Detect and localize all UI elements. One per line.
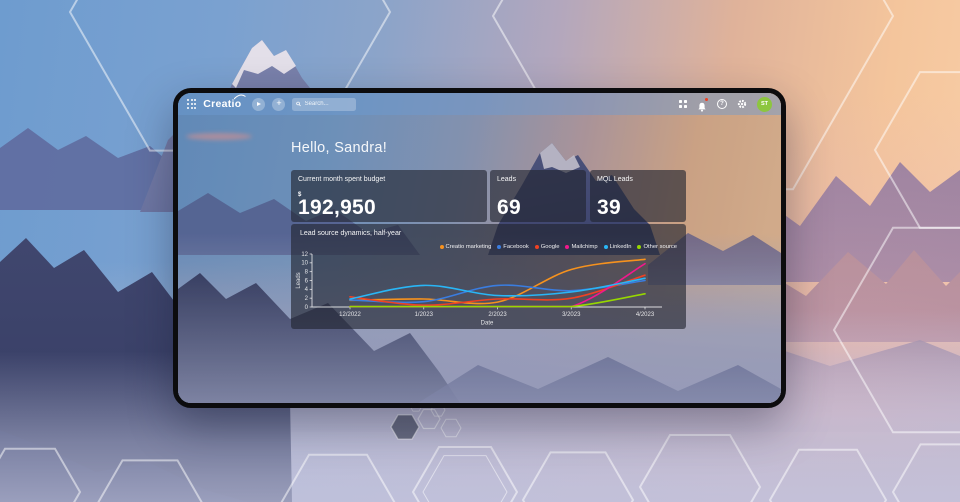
legend-label: Mailchimp	[571, 244, 598, 250]
workplaces-icon[interactable]	[679, 100, 687, 108]
kpi-card-leads[interactable]: Leads 69	[490, 170, 586, 222]
add-button[interactable]: +	[272, 97, 286, 111]
app-window-content: Creatio +	[178, 93, 781, 403]
top-bar-right: ? ST	[679, 96, 772, 112]
legend-label: Other source	[643, 244, 677, 250]
settings-gear-icon[interactable]	[737, 99, 747, 109]
svg-text:12: 12	[301, 252, 308, 258]
app-menu-icon[interactable]	[187, 99, 197, 109]
bell-icon	[698, 102, 706, 112]
kpi-value: 69	[497, 196, 521, 219]
user-avatar[interactable]: ST	[757, 96, 772, 112]
legend-dot	[637, 245, 642, 249]
legend-dot	[439, 245, 444, 249]
legend-item[interactable]: LinkedIn	[603, 244, 632, 250]
lead-source-chart-card[interactable]: Lead source dynamics, half-year Creatio …	[291, 224, 686, 329]
svg-text:Leads: Leads	[296, 272, 302, 288]
run-process-button[interactable]	[252, 97, 266, 111]
plus-icon: +	[276, 98, 282, 108]
svg-text:2: 2	[305, 296, 309, 302]
help-button[interactable]: ?	[717, 99, 727, 109]
legend-dot	[565, 245, 570, 249]
top-bar-left: Creatio +	[187, 94, 357, 111]
svg-text:0: 0	[305, 305, 309, 311]
svg-text:8: 8	[305, 270, 309, 276]
legend-label: Creatio marketing	[445, 244, 492, 250]
question-icon: ?	[720, 101, 724, 107]
chart-title: Lead source dynamics, half-year	[300, 230, 402, 237]
svg-text:4: 4	[305, 287, 309, 293]
legend-item[interactable]: Creatio marketing	[439, 244, 492, 250]
legend-item[interactable]: Other source	[637, 244, 677, 250]
svg-text:2/2023: 2/2023	[488, 312, 507, 318]
kpi-card-mql-leads[interactable]: MQL Leads 39	[590, 170, 686, 222]
global-search[interactable]	[292, 97, 357, 111]
kpi-label: MQL Leads	[597, 176, 633, 183]
notifications-button[interactable]	[697, 98, 708, 112]
legend-item[interactable]: Mailchimp	[565, 244, 598, 250]
page-title-greeting: Hello, Sandra!	[291, 140, 388, 156]
kpi-card-budget[interactable]: Current month spent budget $ 192,950	[291, 170, 487, 222]
avatar-initials: ST	[760, 101, 769, 107]
kpi-cards-row: Current month spent budget $ 192,950 Lea…	[291, 170, 686, 222]
svg-text:6: 6	[305, 278, 309, 284]
play-icon	[257, 102, 262, 106]
kpi-currency: $	[298, 192, 302, 198]
chart-legend: Creatio marketing Facebook Google Mailchimp…	[439, 244, 677, 250]
legend-label: Google	[540, 244, 560, 250]
legend-item[interactable]: Google	[534, 244, 560, 250]
kpi-label: Leads	[497, 176, 517, 183]
legend-dot	[534, 245, 539, 249]
svg-text:10: 10	[301, 261, 308, 267]
svg-text:4/2023: 4/2023	[636, 312, 655, 318]
logo-swoosh-icon	[234, 94, 247, 100]
notification-badge	[704, 98, 708, 102]
app-window: Creatio +	[173, 88, 786, 408]
legend-label: LinkedIn	[609, 244, 632, 250]
svg-text:Date: Date	[481, 321, 494, 327]
kpi-value: 39	[597, 196, 621, 219]
legend-dot	[603, 245, 608, 249]
svg-text:1/2023: 1/2023	[415, 312, 434, 318]
svg-text:12/2022: 12/2022	[339, 312, 361, 318]
top-bar: Creatio +	[178, 93, 781, 115]
creatio-logo-text: Creatio	[203, 98, 242, 110]
legend-item[interactable]: Facebook	[497, 244, 529, 250]
legend-label: Facebook	[503, 244, 529, 250]
creatio-logo[interactable]: Creatio	[203, 94, 247, 110]
search-input[interactable]	[304, 101, 353, 107]
kpi-value: 192,950	[298, 196, 377, 219]
kpi-label: Current month spent budget	[298, 176, 386, 183]
search-icon	[296, 101, 302, 107]
legend-dot	[497, 245, 502, 249]
svg-text:3/2023: 3/2023	[562, 312, 581, 318]
line-chart: 0 2 4 6 8 10 12 12/2022 1/2023 2/2023 3/2023 4/2023…	[296, 252, 662, 327]
